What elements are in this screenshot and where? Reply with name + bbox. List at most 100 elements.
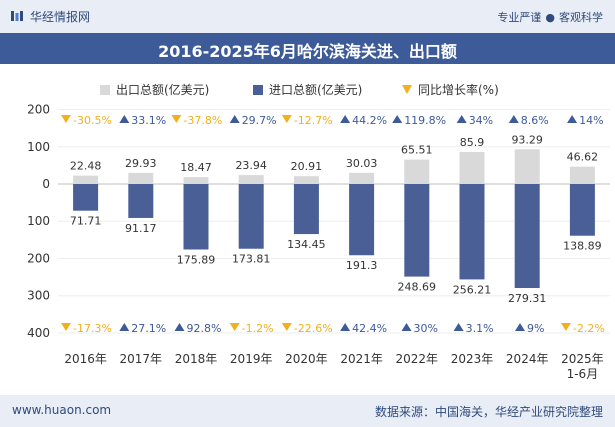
bar-import <box>183 184 209 250</box>
growth-marker-up-export <box>392 115 403 123</box>
bar-import <box>238 184 264 249</box>
growth-marker-down-export <box>61 115 71 123</box>
slogan-separator-icon: ● <box>545 11 555 24</box>
legend-label-rate: 同比增长率(%) <box>418 82 499 97</box>
data-label-import: 91.17 <box>125 222 157 235</box>
bar-export <box>349 172 375 184</box>
data-label-export: 18.47 <box>180 161 212 174</box>
growth-label-import: 3.1% <box>466 322 494 335</box>
data-label-export: 85.9 <box>460 136 485 149</box>
data-label-export: 23.94 <box>235 159 267 172</box>
y-tick-label: 100 <box>27 214 50 228</box>
bar-import <box>459 184 485 280</box>
growth-label-export: 14% <box>579 114 603 127</box>
growth-label-export: 44.2% <box>352 114 387 127</box>
growth-label-import: -2.2% <box>573 322 605 335</box>
data-label-import: 134.45 <box>287 238 326 251</box>
bar-import <box>569 184 595 236</box>
bar-export <box>128 172 154 184</box>
growth-label-export: 29.7% <box>242 114 277 127</box>
footer-source: 数据来源：中国海关，华经产业研究院整理 <box>374 405 603 419</box>
legend-label-export: 出口总额(亿美元) <box>116 82 209 97</box>
y-tick-label: 200 <box>27 251 50 265</box>
data-label-import: 256.21 <box>453 283 492 296</box>
growth-marker-up-export <box>119 115 130 123</box>
bar-export <box>293 176 319 184</box>
x-tick-label: 2025年 <box>561 352 604 366</box>
y-tick-label: 100 <box>27 140 50 154</box>
data-label-export: 29.93 <box>125 157 157 170</box>
y-tick-label: 300 <box>27 289 50 303</box>
bar-import <box>73 184 99 211</box>
footer: www.huaon.com 数据来源：中国海关，华经产业研究院整理 <box>0 395 615 427</box>
growth-marker-up-import <box>119 323 130 331</box>
x-tick-label: 2021年 <box>340 352 383 366</box>
slogan-left: 专业严谨 <box>497 11 542 24</box>
brand: 华经情报网 <box>10 8 90 25</box>
slogan: 专业严谨 ● 客观科学 <box>497 9 603 25</box>
data-label-export: 46.62 <box>567 151 599 164</box>
growth-label-export: 34% <box>469 114 493 127</box>
growth-marker-down-import <box>229 323 240 331</box>
growth-marker-up-import <box>453 323 464 331</box>
x-tick-label: 2017年 <box>120 352 163 366</box>
legend-swatch-import <box>253 85 263 95</box>
data-label-export: 93.29 <box>511 133 543 146</box>
x-tick-label: 2020年 <box>285 352 328 366</box>
growth-label-import: -17.3% <box>73 322 112 335</box>
title-bar: 2016-2025年6月哈尔滨海关进、出口额 <box>0 33 615 64</box>
bar-export <box>73 175 99 184</box>
data-label-import: 191.3 <box>346 259 378 272</box>
bar-export <box>404 159 430 184</box>
y-tick-label: 200 <box>27 103 50 117</box>
growth-label-export: 8.6% <box>521 114 549 127</box>
growth-label-import: -22.6% <box>294 322 333 335</box>
bar-export <box>238 175 264 184</box>
growth-marker-up-import <box>401 323 412 331</box>
growth-label-import: 27.1% <box>131 322 166 335</box>
bar-export <box>514 149 540 184</box>
growth-label-export: -12.7% <box>294 114 333 127</box>
x-tick-label: 2022年 <box>396 352 439 366</box>
x-tick-label: 2016年 <box>64 352 107 366</box>
bar-import <box>404 184 430 277</box>
bar-export <box>459 152 485 184</box>
growth-label-export: 119.8% <box>404 114 446 127</box>
data-label-import: 175.89 <box>177 254 216 267</box>
y-tick-label: 0 <box>42 177 50 191</box>
legend-label-import: 进口总额(亿美元) <box>269 82 362 97</box>
growth-label-import: -1.2% <box>242 322 274 335</box>
growth-label-export: 33.1% <box>131 114 166 127</box>
growth-marker-up-export <box>567 115 578 123</box>
bar-import <box>514 184 540 289</box>
y-tick-label: 400 <box>27 326 50 340</box>
growth-label-export: -37.8% <box>183 114 222 127</box>
data-label-import: 248.69 <box>398 281 437 294</box>
growth-label-import: 92.8% <box>187 322 222 335</box>
growth-label-import: 9% <box>527 322 544 335</box>
legend-swatch-export <box>100 85 110 95</box>
x-tick-label: 1-6月 <box>567 367 599 381</box>
growth-marker-down-export <box>281 115 292 123</box>
growth-marker-down-export <box>171 115 182 123</box>
data-label-import: 71.71 <box>70 215 102 228</box>
bar-export <box>569 166 595 184</box>
data-label-export: 65.51 <box>401 144 433 157</box>
top-bar: 华经情报网 专业严谨 ● 客观科学 <box>0 0 615 33</box>
growth-marker-up-export <box>456 115 467 123</box>
brand-name: 华经情报网 <box>30 10 91 24</box>
x-tick-label: 2018年 <box>175 352 218 366</box>
data-label-import: 279.31 <box>508 292 547 305</box>
growth-marker-up-export <box>508 115 519 123</box>
growth-label-import: 30% <box>414 322 438 335</box>
bar-import <box>128 184 154 218</box>
data-label-import: 138.89 <box>563 240 602 253</box>
x-tick-label: 2019年 <box>230 352 273 366</box>
growth-marker-up-import <box>174 323 185 331</box>
growth-marker-up-export <box>340 115 351 123</box>
data-label-import: 173.81 <box>232 253 271 266</box>
growth-marker-down-import <box>61 323 71 331</box>
bar-import <box>293 184 319 235</box>
slogan-right: 客观科学 <box>559 11 603 24</box>
